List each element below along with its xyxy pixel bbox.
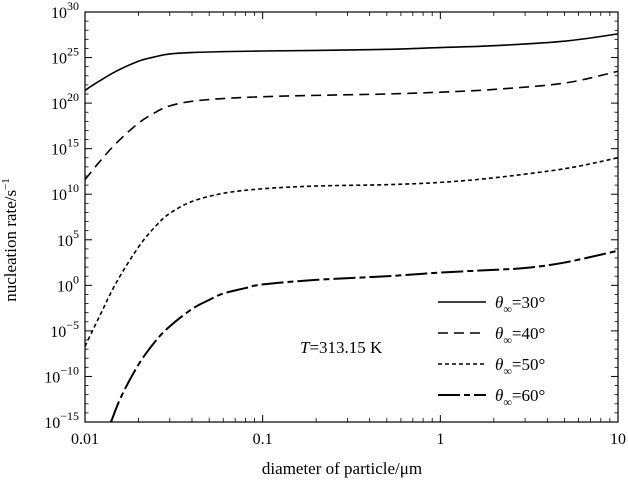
legend-label-3: θ∞=50° [495, 355, 545, 378]
legend-label-1: θ∞=30° [495, 293, 545, 316]
y-tick-label: 1030 [51, 0, 79, 22]
series-line-2 [84, 70, 619, 181]
y-axis-title: nucleation rate/s−1 [0, 178, 20, 302]
axis-ticks: 0.01 0.1 1 10 10−15 10−10 10−5 100 105 1010 1015 10… [44, 0, 626, 448]
y-tick-label: 10−15 [44, 409, 79, 432]
annotation-text: =313.15 K [309, 338, 383, 357]
series-line-1 [84, 33, 619, 92]
x-tick-label: 0.1 [253, 431, 273, 448]
y-axis-title-base: nucleation rate/s [1, 190, 20, 302]
x-tick-label: 1 [436, 431, 444, 448]
legend: θ∞=30° θ∞=40° θ∞=50° θ∞=60° [438, 293, 545, 409]
y-tick-label: 10−10 [44, 363, 79, 386]
series-line-3 [84, 156, 619, 347]
x-tick-label: 0.01 [71, 431, 99, 448]
y-tick-label: 10−5 [50, 318, 79, 341]
y-tick-label: 1015 [51, 136, 79, 159]
legend-label-4: θ∞=60° [495, 386, 545, 409]
annotation-temperature: T=313.15 K [300, 338, 383, 357]
series-layer [84, 33, 619, 423]
x-tick-label: 10 [610, 431, 626, 448]
y-tick-label: 1020 [51, 90, 79, 113]
series-line-4 [110, 249, 619, 423]
y-axis-title-sup: −1 [0, 178, 12, 190]
y-tick-label: 1010 [51, 181, 79, 204]
plot-area-border [84, 11, 619, 423]
y-tick-label: 1025 [51, 45, 79, 68]
legend-label-2: θ∞=40° [495, 324, 545, 347]
x-axis-title: diameter of particle/μm [262, 459, 422, 478]
y-tick-label: 100 [57, 272, 79, 295]
annotation-var: T [300, 338, 311, 357]
y-tick-label: 105 [57, 227, 79, 250]
plot-frame [84, 11, 619, 423]
